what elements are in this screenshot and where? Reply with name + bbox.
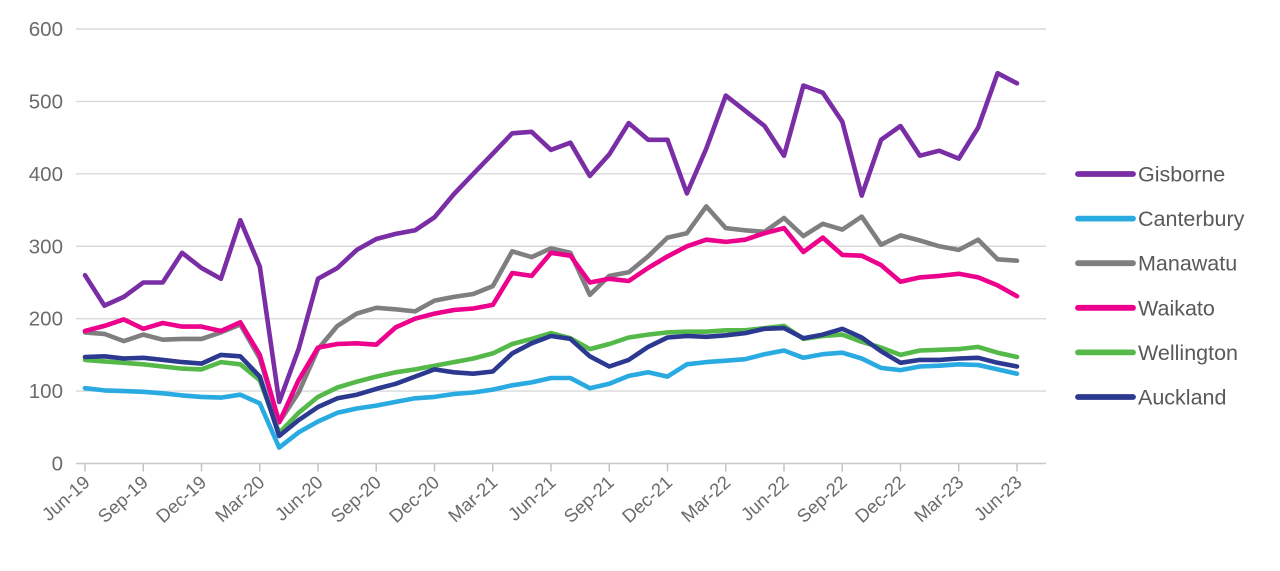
legend-label-gisborne: Gisborne — [1138, 163, 1225, 187]
series-line-gisborne — [82, 70, 1020, 405]
y-axis-label-400: 400 — [29, 163, 63, 186]
y-axis-label-100: 100 — [29, 380, 63, 403]
series-line-auckland — [82, 325, 1020, 439]
legend-item-waikato: Waikato — [1075, 296, 1215, 320]
y-axis-label-0: 0 — [52, 453, 63, 476]
gridlines — [76, 28, 1046, 465]
legend-label-wellington: Wellington — [1138, 341, 1238, 365]
legend-item-wellington: Wellington — [1075, 341, 1238, 365]
series-line-canterbury — [82, 348, 1020, 450]
legend-label-waikato: Waikato — [1138, 296, 1215, 320]
y-axis-label-300: 300 — [29, 235, 63, 258]
y-axis-label-500: 500 — [29, 90, 63, 113]
x-axis-ticks — [84, 463, 1018, 472]
y-axis-label-600: 600 — [29, 18, 63, 41]
legend-item-manawatu: Manawatu — [1075, 252, 1237, 276]
legend: Gisborne Canterbury Manawatu Waikato Welling… — [1075, 163, 1245, 410]
series-line-waikato — [82, 225, 1020, 425]
y-axis-labels: 0 100 200 300 400 500 600 — [29, 18, 63, 476]
legend-label-manawatu: Manawatu — [1138, 252, 1237, 276]
legend-label-auckland: Auckland — [1138, 386, 1226, 410]
legend-item-gisborne: Gisborne — [1075, 163, 1225, 187]
legend-label-canterbury: Canterbury — [1138, 207, 1245, 231]
legend-item-auckland: Auckland — [1075, 386, 1226, 410]
legend-item-canterbury: Canterbury — [1075, 207, 1245, 231]
series-line-wellington — [82, 323, 1020, 436]
series-lines — [82, 70, 1020, 450]
y-axis-label-200: 200 — [29, 308, 63, 331]
